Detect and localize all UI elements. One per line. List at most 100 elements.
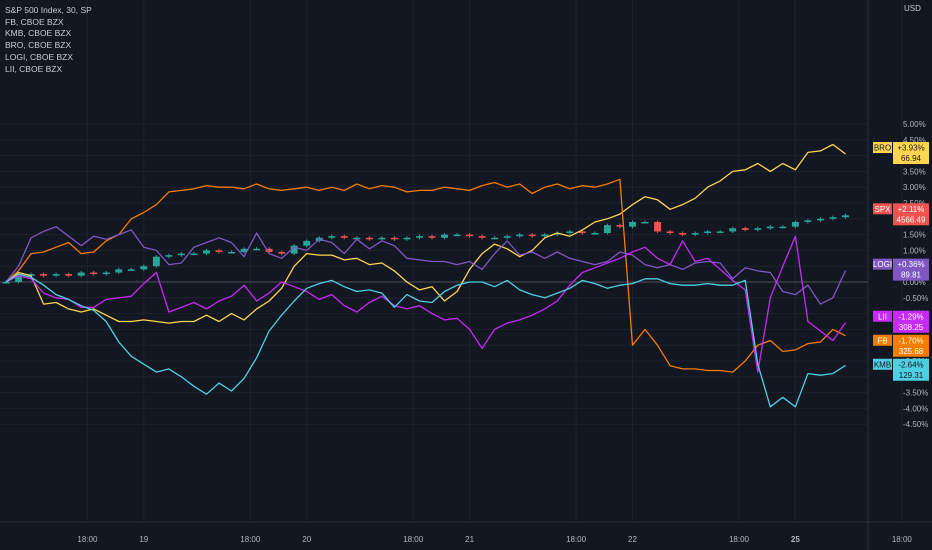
spx-candle xyxy=(240,248,248,252)
x-tick-label: 21 xyxy=(465,535,474,544)
y-tick-label: 4.50% xyxy=(903,136,926,145)
price-label: 89.81 xyxy=(901,271,922,280)
spx-candle xyxy=(842,215,849,218)
spx-candle xyxy=(215,250,223,252)
ticker-name: KMB xyxy=(874,360,891,369)
spx-candle xyxy=(290,245,298,254)
y-tick-label: -4.00% xyxy=(903,404,928,413)
spx-candle xyxy=(253,248,261,251)
y-tick-label: -0.50% xyxy=(903,294,928,303)
spx-candle xyxy=(679,233,687,235)
spx-candle xyxy=(766,226,774,229)
spx-candle xyxy=(804,220,812,222)
spx-candle xyxy=(566,231,574,234)
x-tick-label: 18:00 xyxy=(729,535,750,544)
x-tick-label: 18:00 xyxy=(77,535,98,544)
price-tag-logi: LOGI +0.36% 89.81 xyxy=(873,258,929,281)
y-tick-label: 1.00% xyxy=(903,246,926,255)
spx-candle xyxy=(353,237,361,240)
price-label: 308.25 xyxy=(899,323,924,332)
ticker-badge xyxy=(873,358,892,370)
spx-candle xyxy=(829,217,837,219)
ticker-badge xyxy=(873,334,892,346)
spx-candle xyxy=(729,228,737,232)
spx-candle xyxy=(754,228,762,230)
x-tick-label: 22 xyxy=(628,535,637,544)
legend-item-lii[interactable]: LII, CBOE BZX xyxy=(5,63,63,74)
price-tag-fb: FB -1.70% 325.68 xyxy=(873,334,929,357)
series-line-kmb xyxy=(5,273,846,408)
y-tick-label: 5.00% xyxy=(903,120,926,129)
price-tag-spx: SPX +2.11%4566.49 xyxy=(873,203,929,226)
spx-candle xyxy=(27,274,35,276)
series-line-lii xyxy=(5,235,847,373)
spx-candle xyxy=(140,266,148,270)
legend-main[interactable]: S&P 500 Index, 30, SP xyxy=(5,5,92,15)
ticker-name: FB xyxy=(877,336,887,345)
spx-candle xyxy=(441,234,448,238)
spx-candle xyxy=(591,233,599,235)
spx-candle xyxy=(52,274,60,276)
series-line-fb xyxy=(5,178,846,373)
value-label: +2.11% xyxy=(898,205,925,214)
spx-candle xyxy=(340,236,348,238)
spx-candle xyxy=(390,237,398,240)
value-label: +3.93% xyxy=(897,144,924,153)
spx-candle xyxy=(365,237,373,240)
value-badge xyxy=(893,310,929,333)
ticker-badge xyxy=(873,203,892,215)
ticker-name: LOGI xyxy=(873,260,892,269)
value-badge xyxy=(893,358,929,381)
spx-candle xyxy=(127,269,135,271)
ticker-name: BRO xyxy=(874,144,891,153)
spx-candle xyxy=(654,221,661,232)
x-tick-label: 25 xyxy=(791,535,800,544)
price-label: 4566.49 xyxy=(897,215,926,224)
spx-candle xyxy=(228,251,235,254)
series-lines xyxy=(5,143,847,408)
spx-candle xyxy=(478,236,486,238)
spx-candle xyxy=(553,233,561,235)
spx-candle xyxy=(102,272,110,275)
value-badge xyxy=(893,142,929,165)
spx-candle xyxy=(741,228,749,230)
ticker-name: SPX xyxy=(874,205,891,214)
spx-candle xyxy=(177,253,185,256)
value-badge xyxy=(893,334,929,357)
spx-candle xyxy=(378,237,386,240)
value-label: -1.29% xyxy=(898,312,923,321)
x-tick-label: 18:00 xyxy=(240,535,261,544)
legend-item-kmb[interactable]: KMB, CBOE BZX xyxy=(5,28,72,39)
price-tag-kmb: KMB -2.64% 129.31 xyxy=(873,358,929,381)
value-badge xyxy=(893,258,929,281)
spx-candle xyxy=(328,236,336,238)
legend-item-logi[interactable]: LOGI, CBOE BZX xyxy=(5,51,74,62)
spx-candle xyxy=(516,234,524,237)
price-label: 66.94 xyxy=(901,154,922,163)
price-label: 129.31 xyxy=(899,371,924,380)
spx-candle xyxy=(152,256,160,267)
spx-candle xyxy=(466,234,474,237)
ticker-name: LII xyxy=(878,312,887,321)
spx-candle xyxy=(666,231,674,234)
spx-candle xyxy=(541,234,549,237)
spx-candle xyxy=(303,240,311,246)
spx-candle xyxy=(629,221,636,227)
spx-candle xyxy=(453,234,461,237)
spx-candle xyxy=(90,272,98,275)
spx-candle xyxy=(503,236,511,238)
spx-candle xyxy=(278,251,286,254)
x-tick-label: 19 xyxy=(139,535,148,544)
spx-candle xyxy=(65,274,73,276)
spx-candle xyxy=(165,255,173,257)
value-badge xyxy=(893,203,929,226)
ticker-badge xyxy=(873,258,892,270)
value-label: -2.64% xyxy=(898,360,923,369)
legend-item-fb[interactable]: FB, CBOE BZX xyxy=(5,16,64,27)
spx-candle xyxy=(704,231,712,234)
spx-candle xyxy=(791,221,799,227)
spx-candle xyxy=(403,237,411,240)
spx-candle xyxy=(716,231,724,233)
legend-item-bro[interactable]: BRO, CBOE BZX xyxy=(5,40,72,51)
